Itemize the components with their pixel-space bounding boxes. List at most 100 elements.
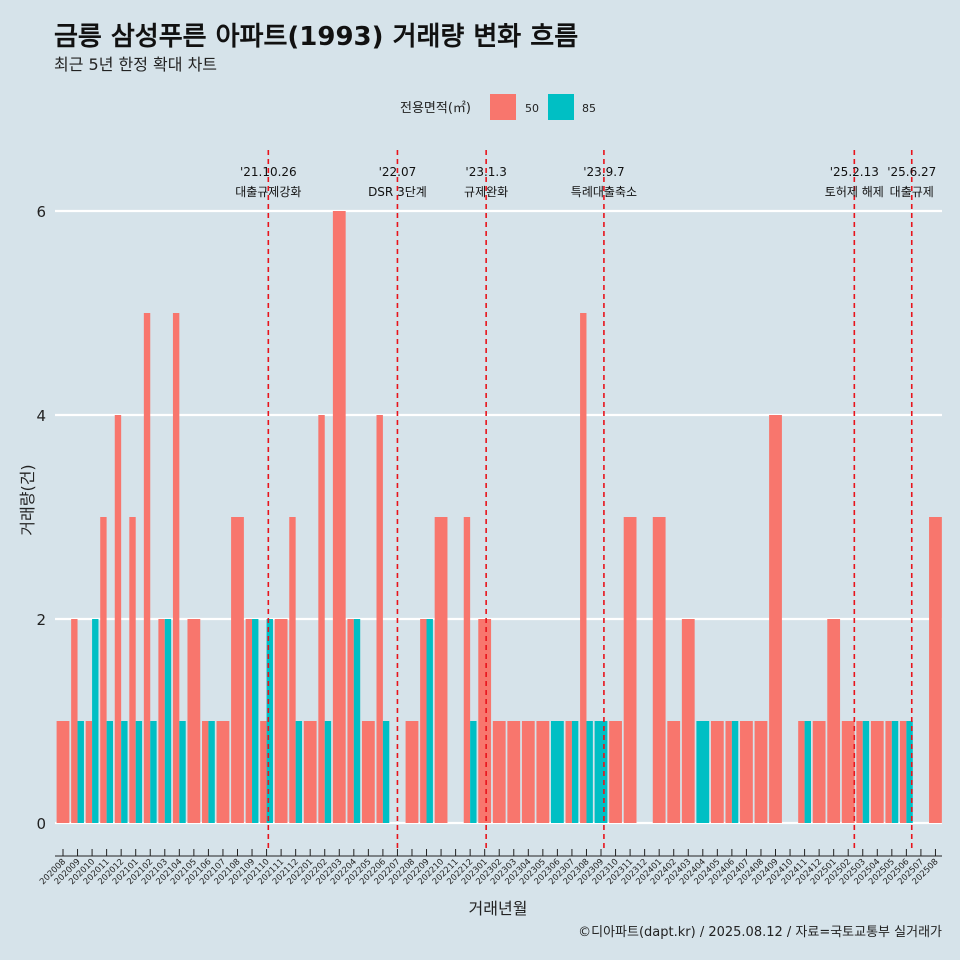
- bar-50-202402: [667, 721, 681, 823]
- bar-50-202403: [681, 619, 695, 823]
- bar-85-202309: [594, 721, 608, 823]
- bar-85-202106: [208, 721, 215, 823]
- bar-50-202107: [216, 721, 230, 823]
- bar-50-202105: [187, 619, 201, 823]
- event-label: 토허제 해제: [825, 185, 884, 199]
- bar-50-202108: [231, 517, 244, 823]
- bar-50-202201: [303, 721, 317, 823]
- bar-50-202409: [769, 415, 782, 823]
- event-label: 대출규제: [890, 185, 934, 199]
- bar-50-202206: [376, 415, 383, 823]
- legend: 전용면적(㎡) 50 85: [400, 94, 596, 120]
- bar-50-202009: [71, 619, 78, 823]
- bar-85-202009: [77, 721, 84, 823]
- bar-50-202301: [478, 619, 492, 823]
- bar-50-202012: [114, 415, 122, 823]
- bar-85-202010: [92, 619, 99, 823]
- bar-85-202011: [106, 721, 114, 823]
- bar-85-202209: [426, 619, 433, 823]
- event-date: '21.10.26: [240, 165, 297, 179]
- bar-50-202505: [885, 721, 892, 823]
- bar-85-202204: [353, 619, 361, 823]
- y-axis-title: 거래량(건): [18, 464, 37, 535]
- event-lines: '21.10.26 대출규제강화 '22.07 DSR 3단계 '23.1.3 규제완화 '…: [235, 150, 936, 848]
- bar-50-202112: [289, 517, 296, 823]
- y-tick-label: 0: [36, 815, 46, 833]
- event-label: 대출규제강화: [235, 185, 301, 199]
- bar-85-202109: [252, 619, 259, 823]
- bar-50-202506: [899, 721, 907, 823]
- bar-50-202109: [245, 619, 253, 823]
- bars: [56, 211, 942, 823]
- bar-50-202208: [405, 721, 419, 823]
- event-date: '25.6.27: [887, 165, 936, 179]
- bar-85-202112: [295, 721, 303, 823]
- bar-50-202111: [274, 619, 288, 823]
- bar-50-202104: [172, 313, 180, 823]
- chart-subtitle: 최근 5년 한정 확대 차트: [54, 55, 217, 74]
- bar-50-202103: [158, 619, 165, 823]
- legend-key-85: [548, 94, 574, 120]
- bar-50-202210: [434, 517, 448, 823]
- bar-50-202405: [710, 721, 724, 823]
- bar-50-202304: [521, 721, 535, 823]
- bar-50-202508: [929, 517, 942, 823]
- y-tick-label: 6: [36, 203, 46, 221]
- bar-85-202411: [804, 721, 811, 823]
- bar-50-202401: [652, 517, 666, 823]
- legend-key-50: [490, 94, 516, 120]
- bar-85-202505: [891, 721, 899, 823]
- bar-85-202103: [164, 619, 172, 823]
- bar-50-202110: [260, 721, 267, 823]
- bar-50-202311: [623, 517, 637, 823]
- y-tick-label: 2: [36, 611, 46, 629]
- bar-85-202506: [906, 721, 913, 823]
- bar-50-202303: [507, 721, 521, 823]
- bar-85-202308: [586, 721, 593, 823]
- bar-50-202407: [740, 721, 753, 823]
- bar-50-202106: [202, 721, 209, 823]
- legend-label-85: 85: [582, 102, 596, 115]
- event-label: DSR 3단계: [368, 185, 427, 199]
- event-date: '22.07: [379, 165, 417, 179]
- x-axis: 2020082020092020102020112020122021012021…: [38, 849, 942, 887]
- bar-85-202202: [324, 721, 332, 823]
- event-label: 특례대출축소: [571, 185, 637, 199]
- bar-85-202102: [150, 721, 157, 823]
- legend-title: 전용면적(㎡): [400, 101, 471, 116]
- bar-50-202008: [56, 721, 70, 823]
- bar-85-202104: [179, 721, 186, 823]
- y-axis-ticks: 0 2 4 6: [36, 203, 46, 833]
- event-date: '23.1.3: [465, 165, 506, 179]
- bar-50-202302: [492, 721, 506, 823]
- event-date: '25.2.13: [830, 165, 879, 179]
- event-date: '23.9.7: [583, 165, 624, 179]
- bar-50-202202: [318, 415, 325, 823]
- bar-85-202110: [266, 619, 273, 823]
- bar-50-202102: [143, 313, 151, 823]
- bar-50-202411: [798, 721, 805, 823]
- bar-50-202101: [129, 517, 136, 823]
- chart-title: 금릉 삼성푸른 아파트(1993) 거래량 변화 흐름: [54, 22, 578, 52]
- bar-85-202101: [135, 721, 143, 823]
- bar-50-202212: [463, 517, 471, 823]
- bar-85-202306: [550, 721, 564, 823]
- bar-85-202012: [121, 721, 128, 823]
- bar-50-202203: [332, 211, 346, 823]
- bar-85-202206: [382, 721, 390, 823]
- y-tick-label: 4: [36, 407, 46, 425]
- x-axis-title: 거래년월: [469, 899, 528, 918]
- bar-50-202305: [536, 721, 550, 823]
- bar-50-202307: [565, 721, 572, 823]
- chart-caption: ©디아파트(dapt.kr) / 2025.08.12 / 자료=국토교통부 실…: [578, 925, 942, 940]
- legend-label-50: 50: [525, 102, 539, 115]
- bar-50-202310: [609, 721, 622, 823]
- bar-85-202503: [862, 721, 870, 823]
- bar-50-202501: [827, 619, 841, 823]
- bar-50-202503: [856, 721, 863, 823]
- bar-50-202504: [870, 721, 884, 823]
- bar-50-202408: [754, 721, 768, 823]
- bar-50-202011: [100, 517, 107, 823]
- bar-50-202502: [841, 721, 855, 823]
